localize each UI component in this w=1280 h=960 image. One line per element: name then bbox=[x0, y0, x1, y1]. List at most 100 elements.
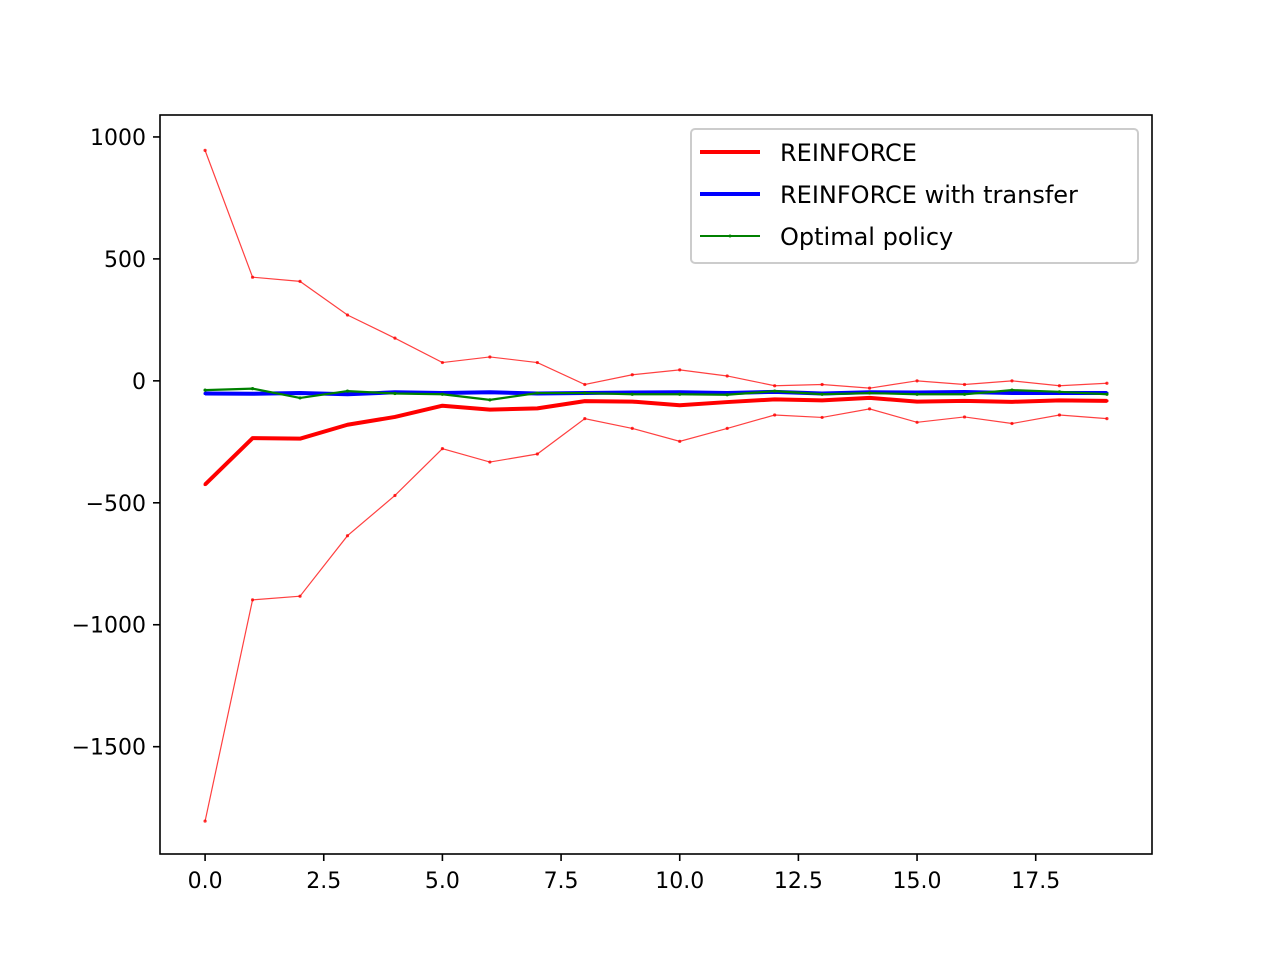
series-point-reinforce bbox=[1057, 398, 1062, 402]
band-lower-point bbox=[250, 598, 255, 602]
series-point-optimal-policy bbox=[962, 392, 967, 396]
band-upper-point bbox=[678, 368, 682, 372]
plot-frame bbox=[159, 114, 1153, 855]
band-lower-point bbox=[820, 415, 824, 420]
y-tick-label: −500 bbox=[86, 492, 146, 517]
series-point-reinforce bbox=[535, 406, 539, 410]
band-layer bbox=[203, 148, 1109, 823]
x-tick-label: 10.0 bbox=[655, 869, 704, 894]
y-tick-label: 500 bbox=[104, 248, 146, 273]
series-point-reinforce bbox=[1010, 400, 1014, 404]
band-lower-point bbox=[1057, 413, 1062, 417]
band-lower-point bbox=[440, 447, 445, 451]
series-point-optimal-policy bbox=[725, 393, 729, 397]
series-point-reinforce-transfer bbox=[345, 392, 350, 396]
band-upper-point bbox=[773, 384, 777, 388]
series-point-reinforce-transfer bbox=[488, 390, 492, 394]
legend-box bbox=[690, 128, 1139, 264]
series-line-reinforce bbox=[203, 395, 1107, 486]
x-tick-label: 15.0 bbox=[893, 869, 942, 894]
band-lower-point bbox=[298, 594, 302, 598]
band-upper-point bbox=[867, 386, 872, 390]
x-tick-label: 17.5 bbox=[1011, 869, 1060, 894]
series-point-optimal-policy bbox=[773, 389, 777, 393]
series-point-optimal-policy bbox=[1010, 388, 1014, 392]
series-point-reinforce bbox=[393, 415, 397, 419]
series-point-reinforce bbox=[630, 399, 634, 404]
series-point-optimal-policy bbox=[298, 396, 302, 400]
legend-marker-optimal-policy bbox=[728, 234, 732, 238]
legend-label-reinforce: REINFORCE bbox=[780, 139, 917, 167]
series-point-reinforce bbox=[1105, 399, 1109, 403]
series-point-reinforce bbox=[583, 399, 587, 403]
band-upper-point bbox=[820, 382, 824, 387]
band-lower-point bbox=[583, 417, 587, 421]
series-point-reinforce bbox=[867, 396, 872, 400]
series-point-reinforce bbox=[345, 423, 350, 427]
series-point-optimal-policy bbox=[820, 392, 824, 396]
series-point-reinforce bbox=[820, 398, 824, 402]
band-lower-point bbox=[867, 407, 872, 411]
series-point-reinforce bbox=[203, 482, 207, 487]
series-point-reinforce bbox=[962, 399, 967, 403]
series-point-reinforce bbox=[250, 436, 255, 440]
series-point-optimal-policy bbox=[583, 391, 587, 395]
band-lower-point bbox=[725, 426, 729, 430]
band-upper-point bbox=[1105, 381, 1109, 385]
band-upper-point bbox=[962, 382, 967, 387]
series-line-reinforce-transfer bbox=[205, 389, 1107, 397]
band-upper-point bbox=[630, 373, 634, 377]
series-layer bbox=[203, 387, 1109, 487]
band-upper-point bbox=[250, 275, 255, 279]
legend-label-reinforce-transfer: REINFORCE with transfer bbox=[780, 181, 1078, 209]
x-tick-label: 12.5 bbox=[774, 869, 823, 894]
band-lower-point bbox=[393, 493, 397, 498]
series-point-reinforce bbox=[298, 437, 302, 441]
band-upper-point bbox=[725, 374, 729, 378]
series-point-optimal-policy bbox=[488, 398, 492, 402]
series-point-optimal-policy bbox=[440, 392, 445, 396]
y-tick-label: 0 bbox=[132, 370, 146, 395]
series-point-optimal-policy bbox=[1105, 392, 1109, 396]
series-point-reinforce-transfer bbox=[962, 390, 967, 394]
series-point-reinforce bbox=[678, 403, 682, 407]
band-lower-point bbox=[488, 460, 492, 464]
band-lower-point bbox=[678, 439, 682, 443]
series-point-optimal-policy bbox=[345, 389, 350, 393]
band-upper-point bbox=[393, 336, 397, 340]
x-tick-label: 0.0 bbox=[188, 869, 223, 894]
y-tick-label: −1500 bbox=[72, 736, 146, 761]
y-axis: 1000 500 0 −500 −1000 −1500 bbox=[72, 126, 160, 761]
series-point-optimal-policy bbox=[203, 388, 207, 392]
band-upper-point bbox=[583, 382, 587, 387]
band-lower-point bbox=[915, 420, 919, 424]
band-lower-point bbox=[773, 413, 777, 417]
series-point-reinforce-transfer bbox=[1010, 391, 1014, 395]
band-upper-point bbox=[488, 355, 492, 359]
band-upper-point bbox=[345, 313, 350, 317]
band-upper-point bbox=[535, 360, 539, 365]
series-point-optimal-policy bbox=[867, 391, 872, 395]
series-point-reinforce bbox=[725, 400, 729, 404]
band-upper-point bbox=[298, 279, 302, 283]
x-tick-label: 5.0 bbox=[425, 869, 460, 894]
band-lower-point bbox=[630, 426, 634, 430]
series-point-reinforce bbox=[488, 408, 492, 412]
series-point-reinforce-transfer bbox=[298, 391, 302, 395]
series-point-optimal-policy bbox=[535, 391, 539, 395]
series-point-reinforce bbox=[440, 404, 445, 408]
series-point-reinforce bbox=[915, 399, 919, 404]
x-axis: 0.0 2.5 5.0 7.5 10.0 12.5 15.0 17.5 bbox=[188, 854, 1060, 894]
band-upper-point bbox=[1010, 379, 1014, 383]
series-point-optimal-policy bbox=[630, 392, 634, 396]
band-upper-point bbox=[203, 148, 207, 152]
band-lower-point bbox=[203, 819, 207, 823]
band-upper-point bbox=[440, 360, 445, 365]
legend-label-optimal-policy: Optimal policy bbox=[780, 223, 953, 251]
band-lower-point bbox=[535, 452, 539, 456]
series-point-optimal-policy bbox=[678, 392, 682, 396]
band-lower-line bbox=[204, 408, 1107, 822]
series-point-reinforce-transfer bbox=[250, 392, 255, 396]
series-point-optimal-policy bbox=[393, 391, 397, 396]
